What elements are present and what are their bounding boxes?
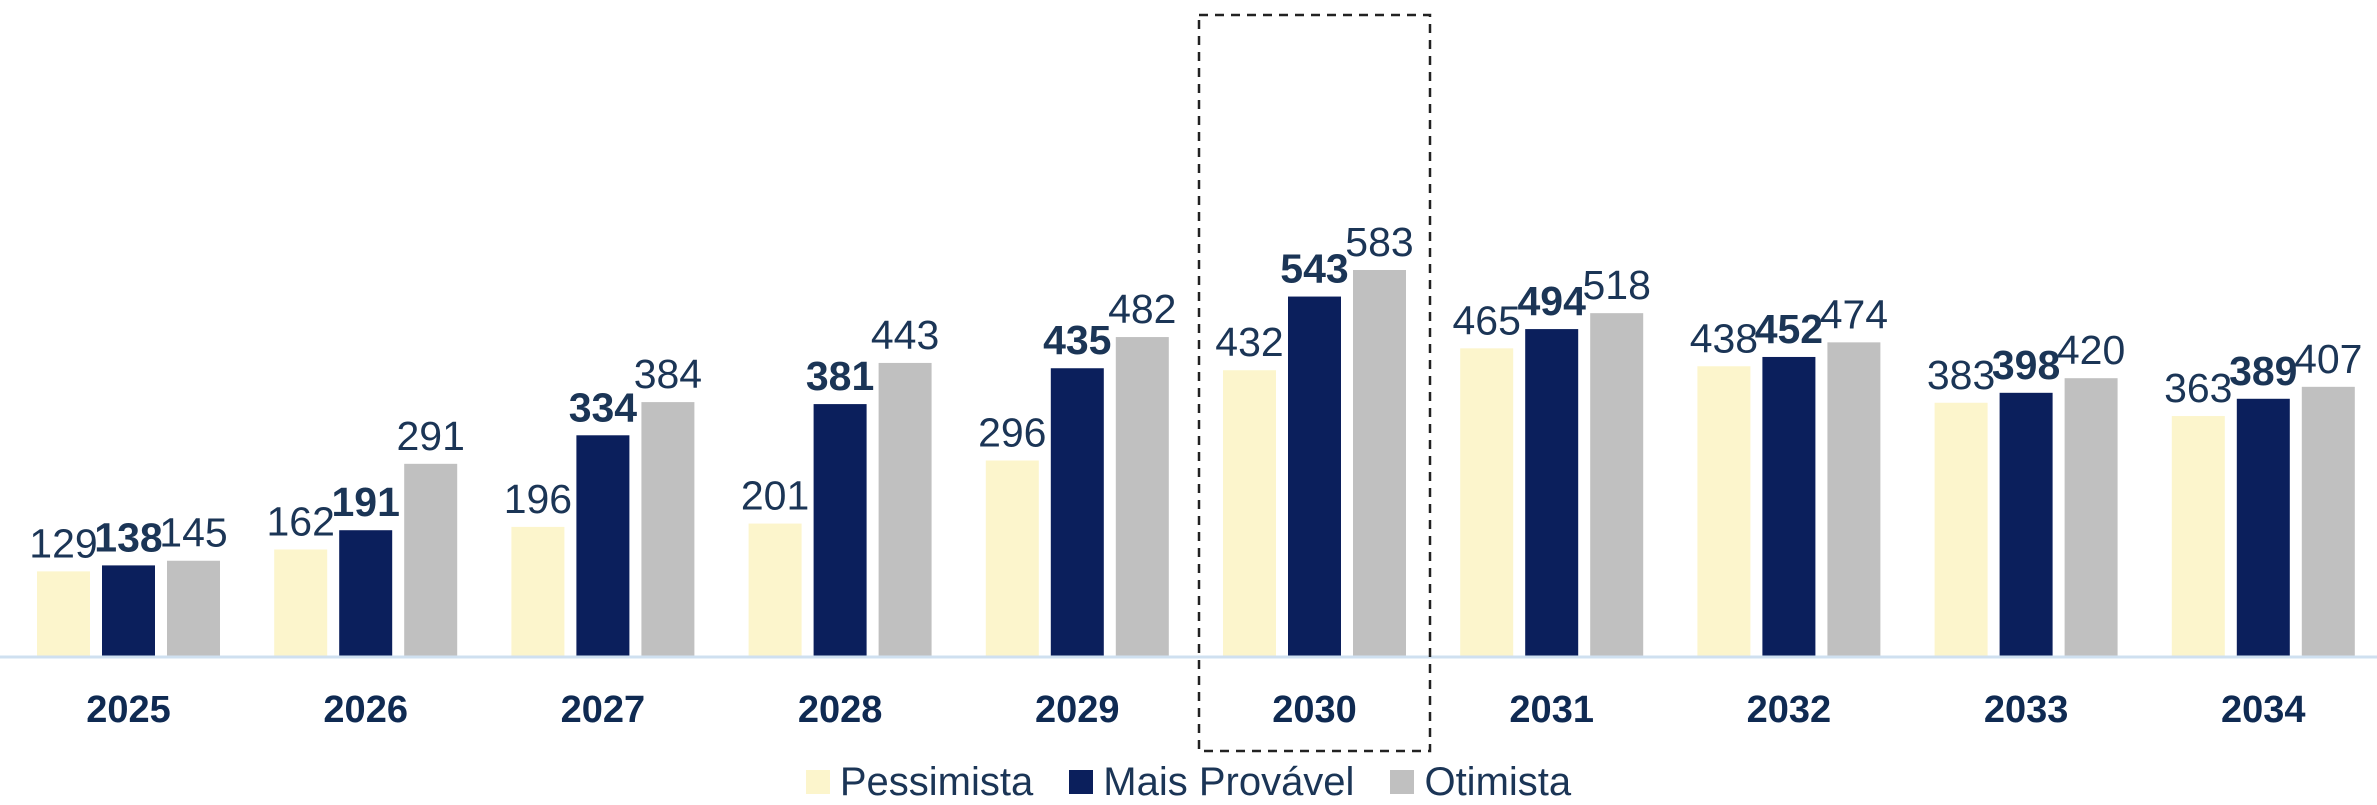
value-label-otimista-2034: 407 xyxy=(2294,336,2362,382)
bar-pessimista-2028 xyxy=(748,523,802,657)
x-tick-label-2028: 2028 xyxy=(798,689,883,731)
value-label-pessimista-2030: 432 xyxy=(1215,319,1283,365)
bars-layer xyxy=(37,270,2355,657)
bar-otimista-2025 xyxy=(167,560,220,657)
bar-mais-provavel-2029 xyxy=(1050,368,1104,657)
highlight-box-2030 xyxy=(1197,13,1432,753)
legend-swatch-pessimista xyxy=(805,769,830,794)
value-label-mais-provavel-2028: 381 xyxy=(806,353,874,399)
value-label-pessimista-2028: 201 xyxy=(741,473,809,519)
highlight-layer xyxy=(1197,13,1432,753)
x-tick-label-2026: 2026 xyxy=(323,689,408,731)
legend-label-otimista: Otimista xyxy=(1424,759,1572,804)
legend-swatch-otimista xyxy=(1390,769,1415,794)
bar-pessimista-2025 xyxy=(37,571,90,657)
bar-pessimista-2027 xyxy=(511,526,565,657)
value-label-mais-provavel-2033: 398 xyxy=(1992,342,2060,388)
bar-pessimista-2026 xyxy=(274,549,328,657)
x-axis: 2025 2026 2027 2028 2029 2030 2031 2032 2033 2034 xyxy=(0,655,2377,731)
value-label-otimista-2028: 443 xyxy=(871,312,939,358)
bar-mais-provavel-2031 xyxy=(1525,329,1579,657)
value-label-otimista-2025: 145 xyxy=(159,510,227,556)
value-label-pessimista-2032: 438 xyxy=(1690,315,1758,361)
bar-mais-provavel-2033 xyxy=(1999,392,2053,657)
value-label-otimista-2033: 420 xyxy=(2057,327,2125,373)
bar-pessimista-2034 xyxy=(2171,416,2225,657)
legend: Pessimista Mais Provável Otimista xyxy=(0,758,2377,805)
bar-otimista-2027 xyxy=(641,402,695,657)
value-label-pessimista-2031: 465 xyxy=(1452,297,1520,343)
bar-otimista-2032 xyxy=(1827,342,1881,657)
x-tick-label-2031: 2031 xyxy=(1509,689,1594,731)
x-tick-label-2025: 2025 xyxy=(86,689,171,731)
value-label-otimista-2027: 384 xyxy=(634,351,702,397)
x-tick-label-2034: 2034 xyxy=(2221,689,2306,731)
value-label-pessimista-2029: 296 xyxy=(978,410,1046,456)
legend-item-pessimista: Pessimista xyxy=(805,759,1034,804)
value-label-mais-provavel-2031: 494 xyxy=(1517,278,1586,324)
bar-mais-provavel-2026 xyxy=(339,530,393,657)
bar-mais-provavel-2028 xyxy=(813,404,867,657)
x-tick-label-2030: 2030 xyxy=(1272,689,1357,731)
x-tick-label-2033: 2033 xyxy=(1984,689,2069,731)
legend-label-pessimista: Pessimista xyxy=(839,759,1034,804)
bar-pessimista-2033 xyxy=(1934,402,1988,657)
bar-pessimista-2031 xyxy=(1460,348,1514,657)
value-label-otimista-2031: 518 xyxy=(1582,262,1650,308)
x-tick-label-2029: 2029 xyxy=(1035,689,1120,731)
legend-label-mais-provavel: Mais Provável xyxy=(1103,759,1355,804)
bar-mais-provavel-2032 xyxy=(1762,356,1816,657)
value-label-pessimista-2027: 196 xyxy=(504,476,572,522)
bar-pessimista-2032 xyxy=(1697,366,1751,657)
bar-otimista-2030 xyxy=(1353,270,1406,657)
legend-swatch-mais-provavel xyxy=(1069,769,1094,794)
value-label-pessimista-2026: 162 xyxy=(266,498,334,544)
bar-otimista-2029 xyxy=(1115,337,1169,657)
value-label-mais-provavel-2029: 435 xyxy=(1043,317,1111,363)
value-label-mais-provavel-2027: 334 xyxy=(569,384,638,430)
bar-mais-provavel-2025 xyxy=(102,565,155,657)
bar-otimista-2034 xyxy=(2301,386,2355,657)
x-tick-label-2032: 2032 xyxy=(1747,689,1832,731)
value-label-pessimista-2033: 383 xyxy=(1927,352,1995,398)
value-label-pessimista-2025: 129 xyxy=(29,520,97,566)
bar-otimista-2033 xyxy=(2064,378,2118,657)
value-label-pessimista-2034: 363 xyxy=(2164,365,2232,411)
value-label-otimista-2026: 291 xyxy=(396,413,464,459)
bar-pessimista-2030 xyxy=(1223,370,1276,657)
bar-otimista-2031 xyxy=(1590,313,1644,657)
value-label-mais-provavel-2034: 389 xyxy=(2229,348,2297,394)
value-label-mais-provavel-2025: 138 xyxy=(94,514,162,560)
value-label-mais-provavel-2030: 543 xyxy=(1280,246,1348,292)
value-label-mais-provavel-2032: 452 xyxy=(1755,306,1823,352)
value-label-mais-provavel-2026: 191 xyxy=(331,479,399,525)
legend-item-mais-provavel: Mais Provável xyxy=(1069,762,1354,802)
bar-otimista-2026 xyxy=(404,463,458,657)
bar-mais-provavel-2030 xyxy=(1288,296,1341,657)
value-label-otimista-2029: 482 xyxy=(1108,286,1176,332)
legend-item-otimista: Otimista xyxy=(1390,762,1571,802)
value-label-otimista-2032: 474 xyxy=(1820,291,1888,337)
value-label-otimista-2030: 583 xyxy=(1345,219,1413,265)
bar-mais-provavel-2034 xyxy=(2236,398,2290,657)
bar-otimista-2028 xyxy=(878,362,932,657)
bar-mais-provavel-2027 xyxy=(576,435,630,657)
bar-pessimista-2029 xyxy=(985,460,1039,657)
x-tick-label-2027: 2027 xyxy=(561,689,646,731)
